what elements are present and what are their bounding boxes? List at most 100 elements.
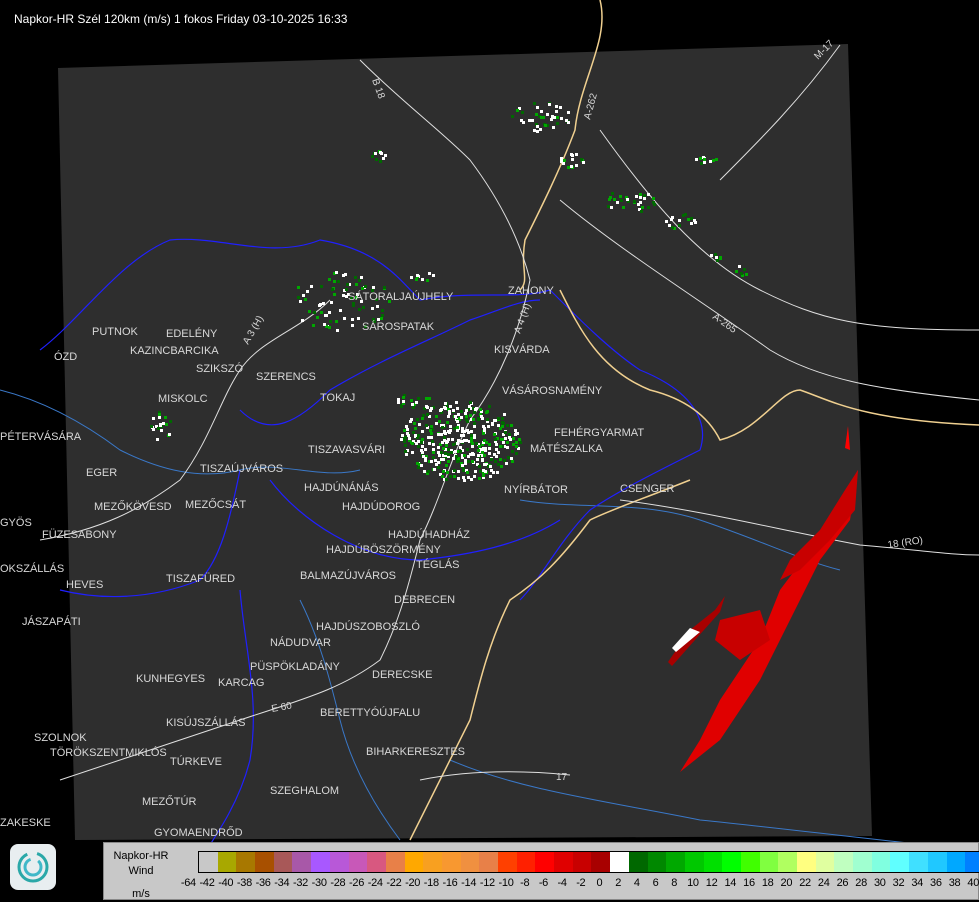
radar-echo-pixel — [336, 329, 339, 332]
radar-echo-pixel — [670, 218, 673, 221]
radar-echo-pixel — [641, 206, 644, 209]
radar-echo — [780, 470, 858, 580]
legend-color-cell — [498, 852, 517, 872]
swirl-logo-icon — [17, 851, 49, 883]
radar-echo-pixel — [536, 130, 539, 133]
radar-echo-pixel — [517, 447, 520, 450]
legend-color-cell — [554, 852, 573, 872]
country-borders — [409, 0, 979, 841]
radar-echo-pixel — [455, 455, 458, 458]
city-label: KARCAG — [218, 677, 264, 689]
radar-echo-pixel — [401, 434, 404, 437]
radar-echo-pixel — [512, 437, 515, 440]
radar-echo-pixel — [432, 274, 435, 277]
radar-echo-pixel — [352, 302, 355, 305]
radar-echo-pixel — [382, 157, 385, 160]
radar-echo-pixel — [324, 314, 327, 317]
radar-echo-pixel — [417, 466, 420, 469]
city-label: TOKAJ — [320, 392, 355, 404]
radar-echo-pixel — [466, 420, 469, 423]
city-label: MISKOLC — [158, 393, 208, 405]
radar-echo-pixel — [443, 436, 446, 439]
legend-label: 16 — [743, 877, 755, 889]
radar-echo-pixel — [477, 449, 480, 452]
radar-echo-pixel — [703, 158, 706, 161]
radar-echo-pixel — [411, 442, 414, 445]
radar-echo-pixel — [671, 226, 674, 229]
legend-label: -34 — [274, 877, 290, 889]
legend-label: 40 — [967, 877, 979, 889]
radar-echo-pixel — [358, 308, 361, 311]
radar-echo-pixel — [479, 470, 482, 473]
radar-echo-pixel — [464, 462, 467, 465]
radar-echo-pixel — [432, 448, 435, 451]
radar-echo-pixel — [508, 433, 511, 436]
radar-echo-pixel — [560, 160, 563, 163]
radar-echo-pixel — [452, 443, 455, 446]
radar-echo-pixel — [528, 119, 531, 122]
radar-echo-pixel — [540, 110, 543, 113]
legend-color-cell — [722, 852, 741, 872]
radar-echo-pixel — [462, 467, 465, 470]
radar-echo-pixel — [521, 111, 524, 114]
city-label: MEZŐTÚR — [142, 794, 196, 808]
radar-echo — [845, 426, 850, 450]
legend-color-cell — [404, 852, 424, 872]
radar-echo-pixel — [420, 441, 423, 444]
radar-echo-pixel — [416, 274, 419, 277]
city-label: MEZŐCSÁT — [185, 497, 246, 511]
radar-echo-pixel — [384, 154, 387, 157]
radar-echo-pixel — [482, 447, 485, 450]
radar-echo-pixel — [567, 166, 570, 169]
radar-echo-pixel — [333, 293, 336, 296]
radar-echo-pixel — [571, 158, 574, 161]
radar-echo-pixel — [477, 443, 480, 446]
city-label: CSENGER — [620, 483, 674, 495]
radar-echo-pixel — [380, 152, 383, 155]
legend-label: -2 — [576, 877, 586, 889]
radar-echo-pixel — [372, 286, 375, 289]
radar-echo-pixel — [519, 441, 522, 444]
legend-color-cell — [516, 852, 536, 872]
radar-echo-pixel — [432, 456, 435, 459]
radar-echo-pixel — [695, 158, 698, 161]
legend-color-cell — [759, 852, 779, 872]
city-labels: PUTNOK EDELÉNY KAZINCBARCIKA SZIKSZÓ SZERENC… — [0, 285, 674, 839]
radar-echo-pixel — [647, 193, 650, 196]
radar-echo-pixel — [432, 451, 435, 454]
radar-echo-pixel — [476, 458, 479, 461]
radar-echo-pixel — [473, 434, 476, 437]
radar-echo-pixel — [380, 317, 383, 320]
radar-echo-pixel — [508, 436, 511, 439]
city-label: KAZINCBARCIKA — [130, 345, 219, 357]
radar-echo-pixel — [551, 115, 554, 118]
radar-echo-pixel — [518, 438, 521, 441]
radar-echo-pixel — [333, 280, 336, 283]
radar-echo-pixel — [416, 418, 419, 421]
radar-echo-pixel — [447, 455, 450, 458]
radar-echo-pixel — [411, 403, 414, 406]
radar-echo-pixel — [442, 470, 445, 473]
radar-echo-pixel — [430, 425, 433, 428]
radar-echo-pixel — [428, 415, 431, 418]
radar-echo-pixel — [456, 442, 459, 445]
radar-echo-pixel — [503, 459, 506, 462]
radar-echo-pixel — [504, 431, 507, 434]
radar-echo-pixel — [613, 198, 616, 201]
radar-echo-pixel — [357, 317, 360, 320]
radar-echo-pixel — [339, 309, 342, 312]
radar-echo-pixel — [431, 440, 434, 443]
radar-echo-pixel — [350, 297, 353, 300]
radar-echo-pixel — [626, 198, 629, 201]
radar-echo-pixel — [424, 457, 427, 460]
radar-echo-pixel — [405, 425, 408, 428]
legend-color-cell — [441, 852, 461, 872]
radar-echo-pixel — [633, 200, 636, 203]
radar-echo-pixel — [740, 272, 743, 275]
radar-echo-pixel — [463, 430, 466, 433]
radar-echo-pixel — [482, 425, 485, 428]
radar-echo-pixel — [346, 283, 349, 286]
radar-echo-pixel — [567, 111, 570, 114]
radar-echo-pixel — [421, 278, 424, 281]
radar-echo-pixel — [470, 478, 473, 481]
